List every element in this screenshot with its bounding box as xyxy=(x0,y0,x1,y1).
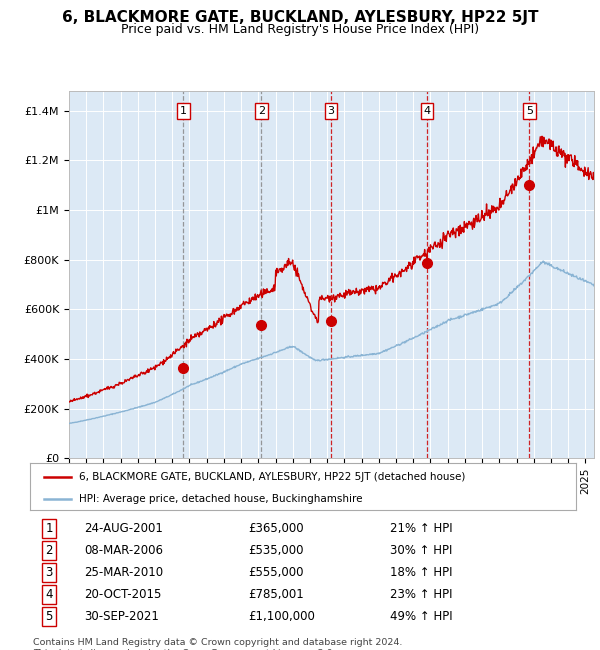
Text: £1,100,000: £1,100,000 xyxy=(248,610,315,623)
Text: £555,000: £555,000 xyxy=(248,566,304,579)
Text: 3: 3 xyxy=(328,106,335,116)
Text: 08-MAR-2006: 08-MAR-2006 xyxy=(85,544,164,557)
Text: £365,000: £365,000 xyxy=(248,522,304,535)
Text: 3: 3 xyxy=(46,566,53,579)
Text: HPI: Average price, detached house, Buckinghamshire: HPI: Average price, detached house, Buck… xyxy=(79,493,362,504)
Text: 1: 1 xyxy=(46,522,53,535)
Text: 6, BLACKMORE GATE, BUCKLAND, AYLESBURY, HP22 5JT (detached house): 6, BLACKMORE GATE, BUCKLAND, AYLESBURY, … xyxy=(79,471,466,482)
Text: 25-MAR-2010: 25-MAR-2010 xyxy=(85,566,164,579)
Text: 4: 4 xyxy=(46,588,53,601)
Text: 5: 5 xyxy=(46,610,53,623)
Text: 5: 5 xyxy=(526,106,533,116)
Text: 6, BLACKMORE GATE, BUCKLAND, AYLESBURY, HP22 5JT: 6, BLACKMORE GATE, BUCKLAND, AYLESBURY, … xyxy=(62,10,538,25)
Text: £535,000: £535,000 xyxy=(248,544,304,557)
Text: 20-OCT-2015: 20-OCT-2015 xyxy=(85,588,162,601)
Text: 18% ↑ HPI: 18% ↑ HPI xyxy=(391,566,453,579)
Text: 2: 2 xyxy=(258,106,265,116)
Text: 23% ↑ HPI: 23% ↑ HPI xyxy=(391,588,453,601)
Text: Contains HM Land Registry data © Crown copyright and database right 2024.
This d: Contains HM Land Registry data © Crown c… xyxy=(33,638,403,650)
Text: 49% ↑ HPI: 49% ↑ HPI xyxy=(391,610,453,623)
Text: 4: 4 xyxy=(424,106,431,116)
Text: 30% ↑ HPI: 30% ↑ HPI xyxy=(391,544,453,557)
Text: 30-SEP-2021: 30-SEP-2021 xyxy=(85,610,160,623)
Text: 24-AUG-2001: 24-AUG-2001 xyxy=(85,522,163,535)
Text: Price paid vs. HM Land Registry's House Price Index (HPI): Price paid vs. HM Land Registry's House … xyxy=(121,23,479,36)
Text: £785,001: £785,001 xyxy=(248,588,304,601)
Text: 2: 2 xyxy=(46,544,53,557)
Text: 21% ↑ HPI: 21% ↑ HPI xyxy=(391,522,453,535)
Text: 1: 1 xyxy=(180,106,187,116)
